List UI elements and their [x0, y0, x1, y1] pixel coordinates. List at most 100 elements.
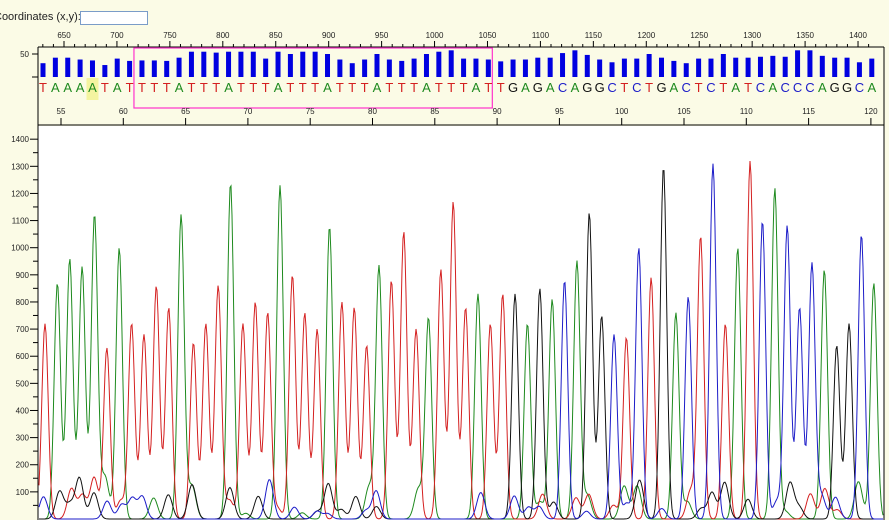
quality-bar	[89, 60, 95, 77]
scan-tick-label: 750	[163, 31, 177, 40]
scan-tick-label: 1050	[479, 31, 497, 40]
base-call-A: A	[768, 80, 777, 95]
y-tick-label: 200	[16, 461, 30, 470]
base-call-T: T	[200, 80, 208, 95]
base-call-C: C	[855, 80, 864, 95]
y-tick-label: 300	[16, 434, 30, 443]
coordinates-label: Coordinates (x,y):	[0, 11, 81, 23]
base-call-G: G	[595, 80, 605, 95]
quality-bar	[869, 58, 875, 77]
quality-bar	[349, 63, 355, 77]
base-call-A: A	[274, 80, 283, 95]
quality-bar	[374, 54, 380, 77]
quality-bar	[238, 51, 244, 77]
quality-bar	[510, 59, 516, 77]
base-call-T: T	[447, 80, 455, 95]
base-call-A: A	[521, 80, 530, 95]
y-tick-label: 600	[16, 352, 30, 361]
quality-bar	[584, 54, 590, 77]
quality-bar	[201, 51, 207, 77]
base-call-A: A	[51, 80, 60, 95]
base-index-ruler: 55 60 65 70 75 80 85 90 95 100 105 110 115 120	[38, 107, 884, 126]
base-call-T: T	[311, 80, 319, 95]
scan-tick-label: 1100	[532, 31, 550, 40]
base-call-T: T	[620, 80, 628, 95]
y-tick-label: 1100	[12, 217, 30, 226]
base-call-A: A	[546, 80, 555, 95]
base-call-A: A	[731, 80, 740, 95]
quality-bar	[473, 58, 479, 77]
base-tick-label: 75	[306, 107, 315, 116]
base-call-A: A	[373, 80, 382, 95]
quality-bar	[646, 54, 652, 77]
base-call-T: T	[645, 80, 653, 95]
base-call-A: A	[63, 80, 72, 95]
quality-bar	[720, 54, 726, 77]
base-call-T: T	[497, 80, 505, 95]
base-call-G: G	[830, 80, 840, 95]
scan-tick-label: 1350	[796, 31, 814, 40]
quality-bar	[485, 59, 491, 77]
quality-bar	[337, 59, 343, 77]
quality-bar	[659, 57, 664, 77]
base-tick-label: 105	[677, 107, 691, 116]
base-call-T: T	[435, 80, 443, 95]
quality-bar	[448, 50, 454, 77]
y-tick-label: 800	[16, 298, 30, 307]
quality-bar	[362, 59, 368, 77]
quality-bar	[621, 58, 627, 77]
quality-bar	[461, 58, 467, 77]
quality-bar	[399, 60, 405, 77]
base-call-T: T	[101, 80, 109, 95]
quality-bar	[139, 60, 145, 77]
base-call-A: A	[88, 80, 97, 95]
base-call-A: A	[323, 80, 332, 95]
scan-tick-label: 850	[269, 31, 283, 40]
coordinates-input[interactable]	[80, 11, 148, 25]
y-tick-label: 500	[16, 379, 30, 388]
quality-bar	[844, 57, 850, 77]
scan-tick-label: 800	[216, 31, 230, 40]
base-tick-label: 90	[493, 107, 502, 116]
base-tick-label: 85	[430, 107, 439, 116]
quality-bar	[65, 57, 71, 77]
scan-tick-label: 1000	[426, 31, 444, 40]
scan-tick-label: 1150	[585, 31, 603, 40]
quality-bar	[634, 58, 640, 77]
base-call-T: T	[150, 80, 158, 95]
base-call-A: A	[113, 80, 122, 95]
base-call-A: A	[571, 80, 580, 95]
quality-bar	[213, 52, 219, 77]
scan-tick-label: 900	[322, 31, 336, 40]
base-tick-label: 60	[119, 107, 128, 116]
base-call-T: T	[262, 80, 270, 95]
y-tick-label: 900	[16, 271, 30, 280]
base-call-T: T	[299, 80, 307, 95]
base-call-T: T	[460, 80, 468, 95]
quality-bar	[696, 58, 702, 77]
y-tick-label: 1400	[11, 135, 29, 144]
quality-bar	[819, 55, 825, 77]
quality-bar	[733, 57, 739, 77]
base-call-G: G	[582, 80, 592, 95]
y-tick-label: 1200	[11, 189, 29, 198]
quality-bar	[151, 60, 157, 77]
quality-bar	[287, 54, 293, 77]
base-call-A: A	[422, 80, 431, 95]
scan-tick-label: 650	[57, 31, 71, 40]
trace-plot[interactable]: 100 200 300 400 500 600 700 800 900 1000 1100 1200 1…	[11, 126, 885, 520]
scan-tick-label: 1300	[743, 31, 761, 40]
base-call-C: C	[805, 80, 814, 95]
selection-box	[133, 47, 493, 109]
quality-bar	[745, 57, 751, 77]
scan-tick-label: 700	[110, 31, 124, 40]
base-tick-label: 70	[243, 107, 252, 116]
quality-bar	[832, 57, 838, 77]
quality-bar	[498, 61, 504, 77]
quality-bar	[609, 62, 615, 77]
base-call-C: C	[706, 80, 715, 95]
base-call-A: A	[76, 80, 85, 95]
base-tick-label: 120	[864, 107, 878, 116]
